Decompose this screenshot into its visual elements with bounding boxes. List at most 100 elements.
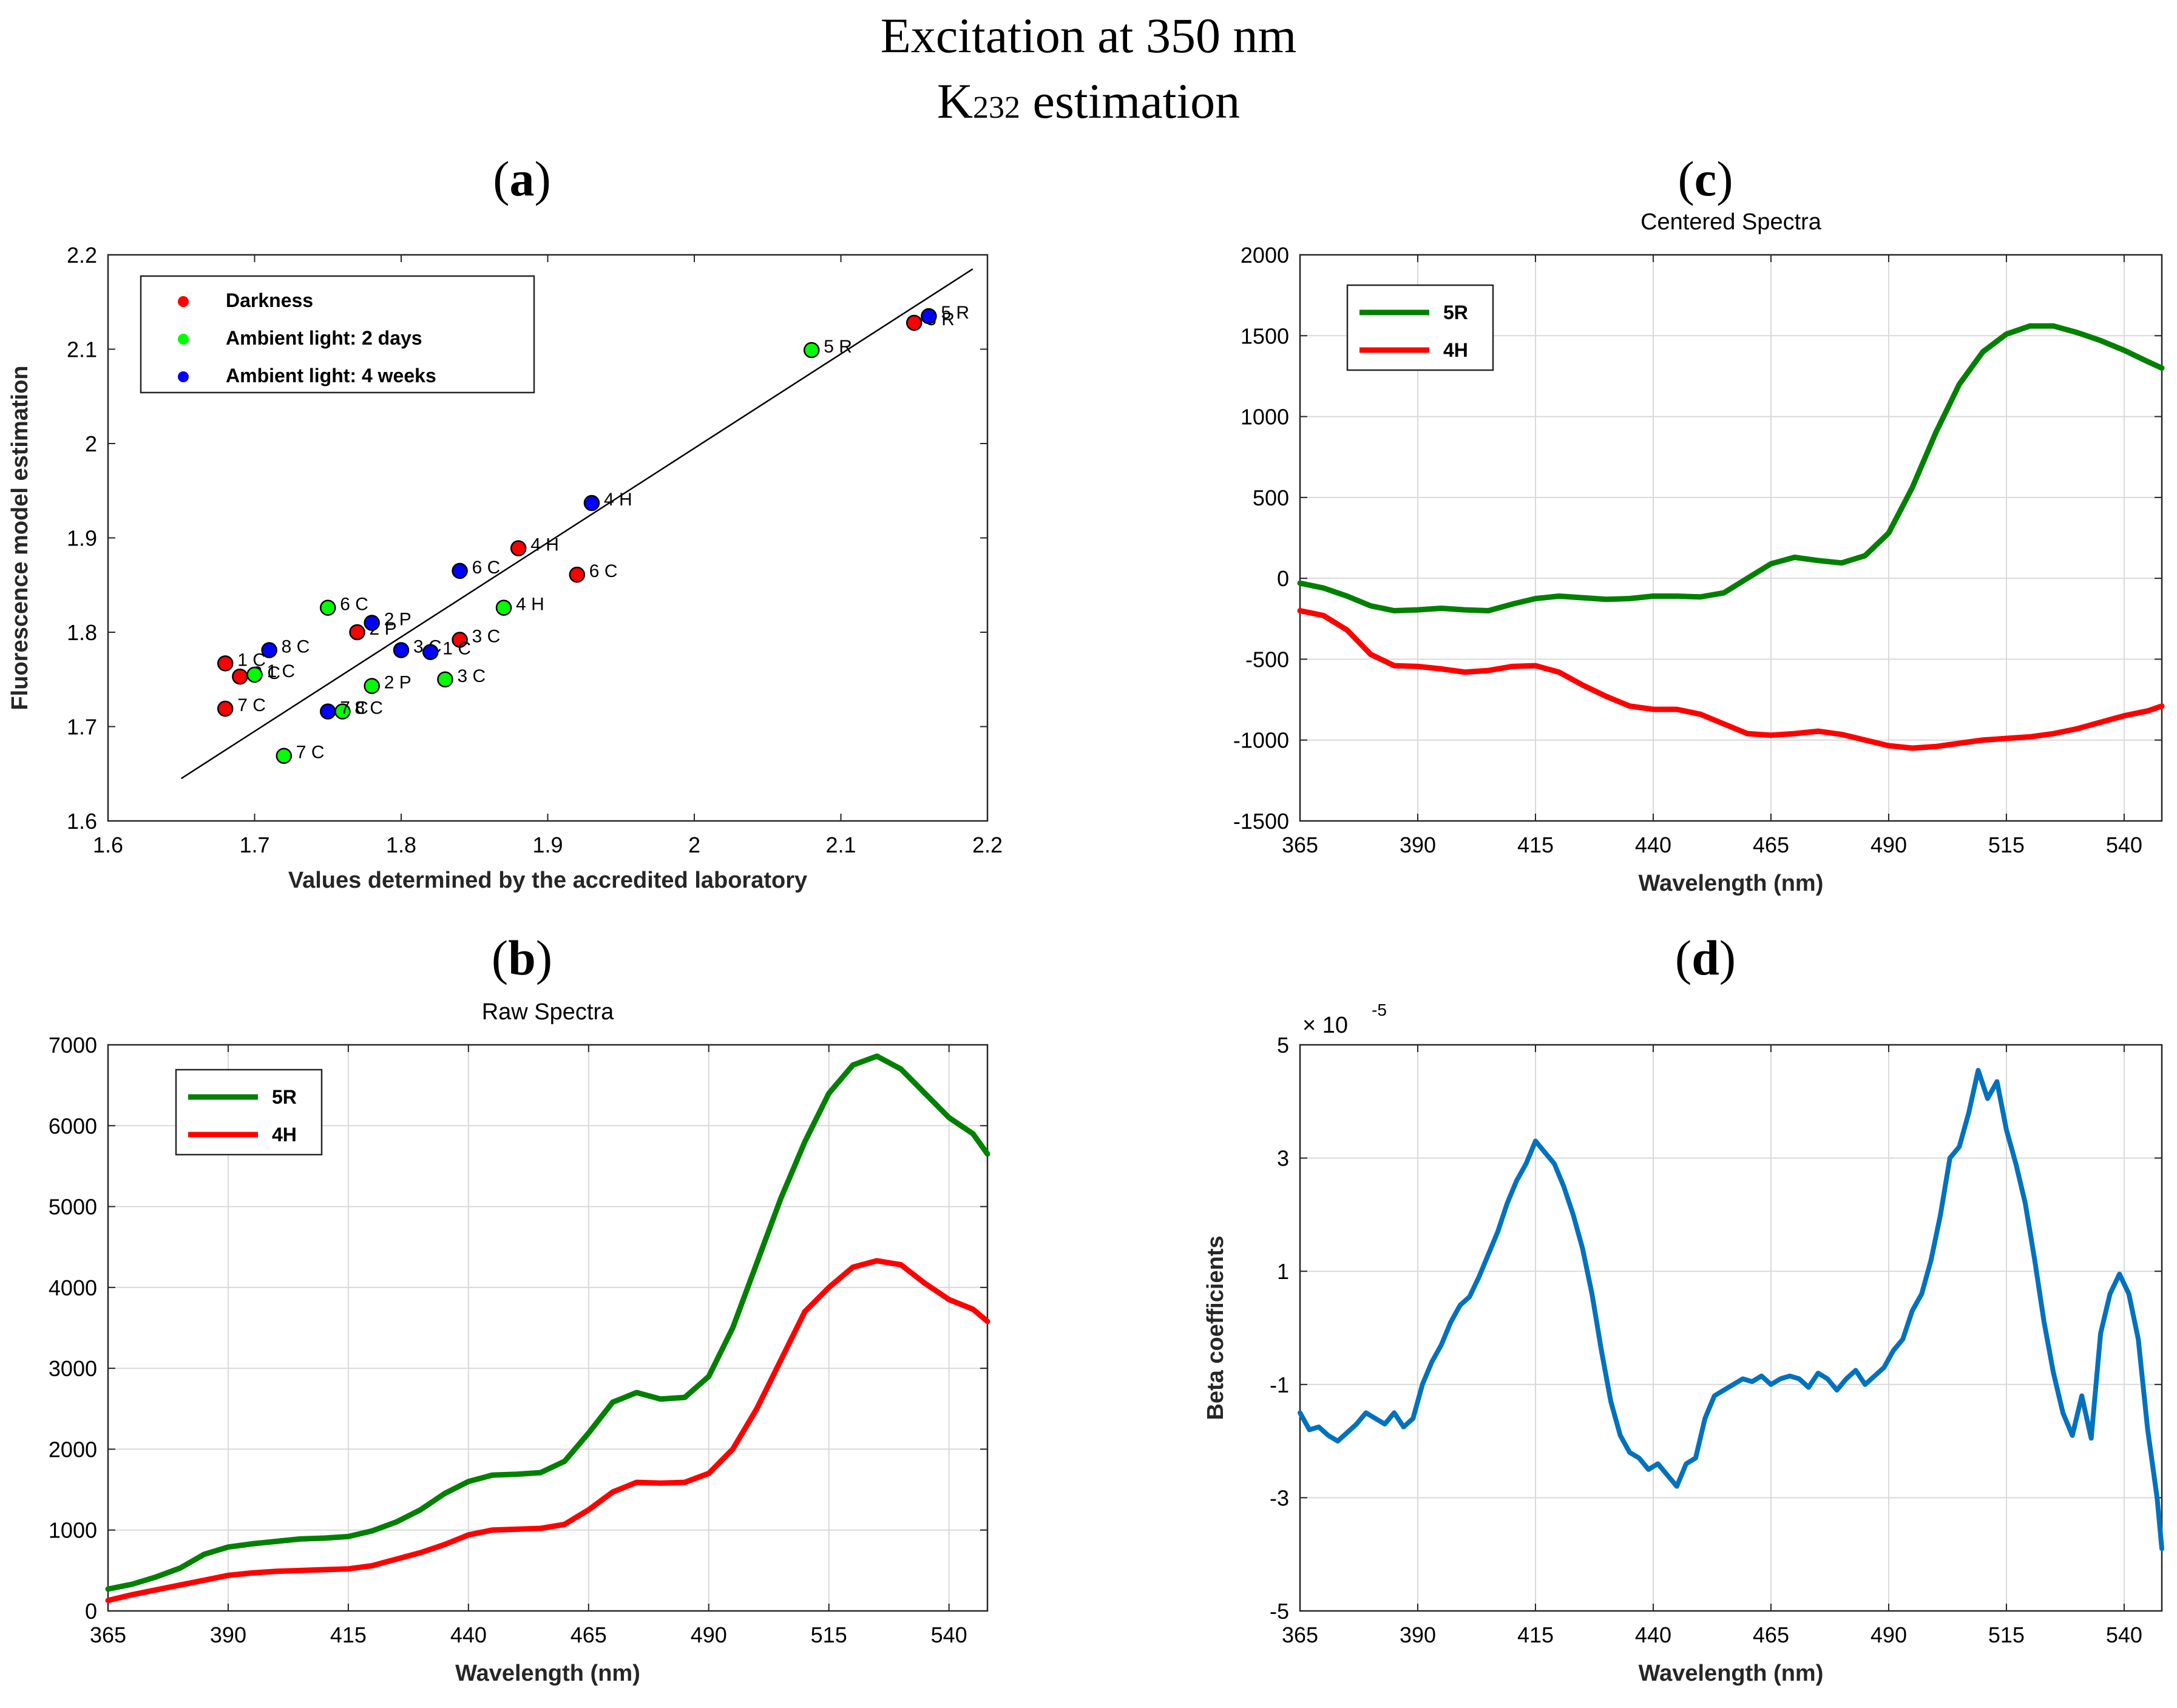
panel-label-a-letter: a [509,151,535,206]
chart-b-xtick-label: 365 [90,1622,126,1647]
chart-c-xtick-label: 390 [1400,832,1436,857]
chart-a-legend-marker [178,334,189,345]
chart-b-series-group [105,1053,990,1604]
chart-a-xtick-label: 2.2 [972,832,1003,857]
chart-d-xtick-label: 540 [2106,1622,2142,1647]
chart-c-series-line-5r [1297,323,2165,613]
chart-b-series-line-4h [105,1258,990,1604]
chart-b-series-line-5r [105,1053,990,1592]
chart-b-ytick-label: 0 [85,1599,97,1624]
chart-a-point-label: 8 C [354,698,383,718]
chart-a-ytick-label: 2 [85,431,97,456]
chart-a-fit-line [181,268,973,780]
chart-d-series-line-beta [1298,1068,2164,1551]
chart-a-point-label: 3 C [457,666,486,686]
panel-label-a: (a) [493,151,551,206]
chart-a-legend-label: Ambient light: 4 weeks [226,365,436,386]
chart-d-ytick-label: 5 [1277,1033,1289,1058]
chart-a-point [906,314,923,331]
chart-d-xlabel: Wavelength (nm) [1639,1661,1824,1686]
chart-c-xtick-label: 540 [2106,832,2142,857]
chart-b-legend-label-5r: 5R [272,1086,297,1108]
panel-label-d-letter: d [1691,930,1719,985]
chart-c-axes: 365 390 415 440 465 490 515 540 -1500 -1000 -500 0 5… [1233,209,2163,896]
chart-d-xtick-label: 415 [1517,1622,1554,1647]
chart-a-point [364,678,380,694]
chart-c-ytick-label: 1500 [1241,323,1289,348]
chart-a-legend-label: Darkness [226,289,313,311]
chart-d-xtick-label: 440 [1635,1622,1671,1647]
chart-a-point [320,599,336,616]
chart-d-ylabel: Beta coefficients [1203,1235,1228,1420]
chart-a-legend-marker [178,296,189,307]
chart-d-xtick-label: 390 [1400,1622,1436,1647]
chart-a-point-label: 2 P [384,609,411,629]
figure-title-line1: Excitation at 350 nm [880,8,1297,63]
chart-a-point-label: 7 C [340,698,368,718]
chart-a-point-label: 8 C [282,637,310,657]
chart-a-point [217,655,234,672]
chart-a-point [261,642,277,658]
chart-c-series-line-4h [1297,608,2165,751]
chart-a-point-label: 7 C [237,695,266,715]
chart-a-ytick-label: 1.9 [67,526,97,551]
chart-c-ytick-label: -1500 [1233,809,1289,834]
chart-a-point [452,562,468,579]
chart-d-scale-times: × 10 [1302,1013,1348,1038]
chart-b-ytick-label: 2000 [49,1437,97,1462]
chart-c-ytick-label: 500 [1253,485,1289,510]
chart-d-scale-factor: × 10 -5 [1302,1001,1387,1038]
figure-title-suffix: estimation [1020,73,1241,129]
panel-label-b: (b) [491,930,553,985]
panel-label-d: (d) [1674,930,1736,985]
figure-title-subscript: 232 [973,90,1021,125]
chart-a-point [217,700,234,717]
chart-c-xtick-label: 490 [1871,832,1907,857]
chart-d-ytick-label: 3 [1277,1146,1289,1171]
chart-a-point-label: 4 H [516,595,544,615]
chart-a-xtick-label: 1.6 [93,832,123,857]
chart-b-ytick-label: 6000 [49,1113,97,1138]
chart-a-xtick-label: 1.9 [532,832,563,857]
chart-b-ytick-label: 3000 [49,1356,97,1381]
chart-a-legend-label: Ambient light: 2 days [226,327,422,349]
chart-a-point [349,624,365,641]
chart-d-series-group [1298,1068,2164,1551]
chart-a-point [232,668,248,685]
chart-a-point [364,615,380,631]
chart-c-legend-box [1346,284,1494,371]
chart-c-xlabel: Wavelength (nm) [1639,871,1824,896]
chart-a-ytick-label: 2.2 [67,243,97,268]
chart-a-point-label: 5 R [941,303,969,323]
chart-b-xtick-label: 540 [931,1622,967,1647]
chart-a-xtick-label: 1.8 [386,832,416,857]
chart-a-point-label: 6 C [472,558,501,578]
chart-c-ytick-label: 1000 [1241,405,1289,430]
chart-d-ytick-label: 1 [1277,1259,1289,1284]
chart-a-point [510,540,527,556]
chart-a-xtick-label: 2.1 [825,832,856,857]
chart-b-xtick-label: 415 [330,1622,367,1647]
chart-a-ytick-label: 1.7 [67,715,97,740]
chart-d-scale-exponent: -5 [1372,1001,1387,1019]
chart-c-xtick-label: 415 [1517,832,1554,857]
chart-a-point [320,703,336,720]
chart-a-ytick-label: 1.8 [67,620,97,645]
chart-a-point-label: 1 C [237,650,266,670]
chart-b-ytick-label: 1000 [49,1518,97,1543]
chart-b-legend-box [175,1068,323,1156]
chart-d-axes: 365 390 415 440 465 490 515 540 -5 -3 -1 1 3 5 Wavelen… [1203,1033,2163,1686]
chart-c-ytick-label: -1000 [1233,728,1289,753]
chart-c-xtick-label: 515 [1988,832,2025,857]
chart-c-ytick-label: 2000 [1241,243,1289,268]
chart-c-legend: 5R 4H [1346,284,1494,371]
chart-c-xtick-label: 465 [1753,832,1789,857]
chart-a-axes: 1.6 1.7 1.8 1.9 2 2.1 2.2 1.6 1.7 1.8 1.9 2 2.1 2.2 Va… [7,243,1003,893]
chart-b-ytick-label: 4000 [49,1275,97,1300]
chart-a-point [393,642,410,658]
chart-a-point-label: 4 H [604,490,632,510]
chart-a-point-label: 4 H [530,535,559,555]
chart-a-point-label: 6 C [589,561,618,581]
chart-b-xtick-label: 465 [570,1622,607,1647]
